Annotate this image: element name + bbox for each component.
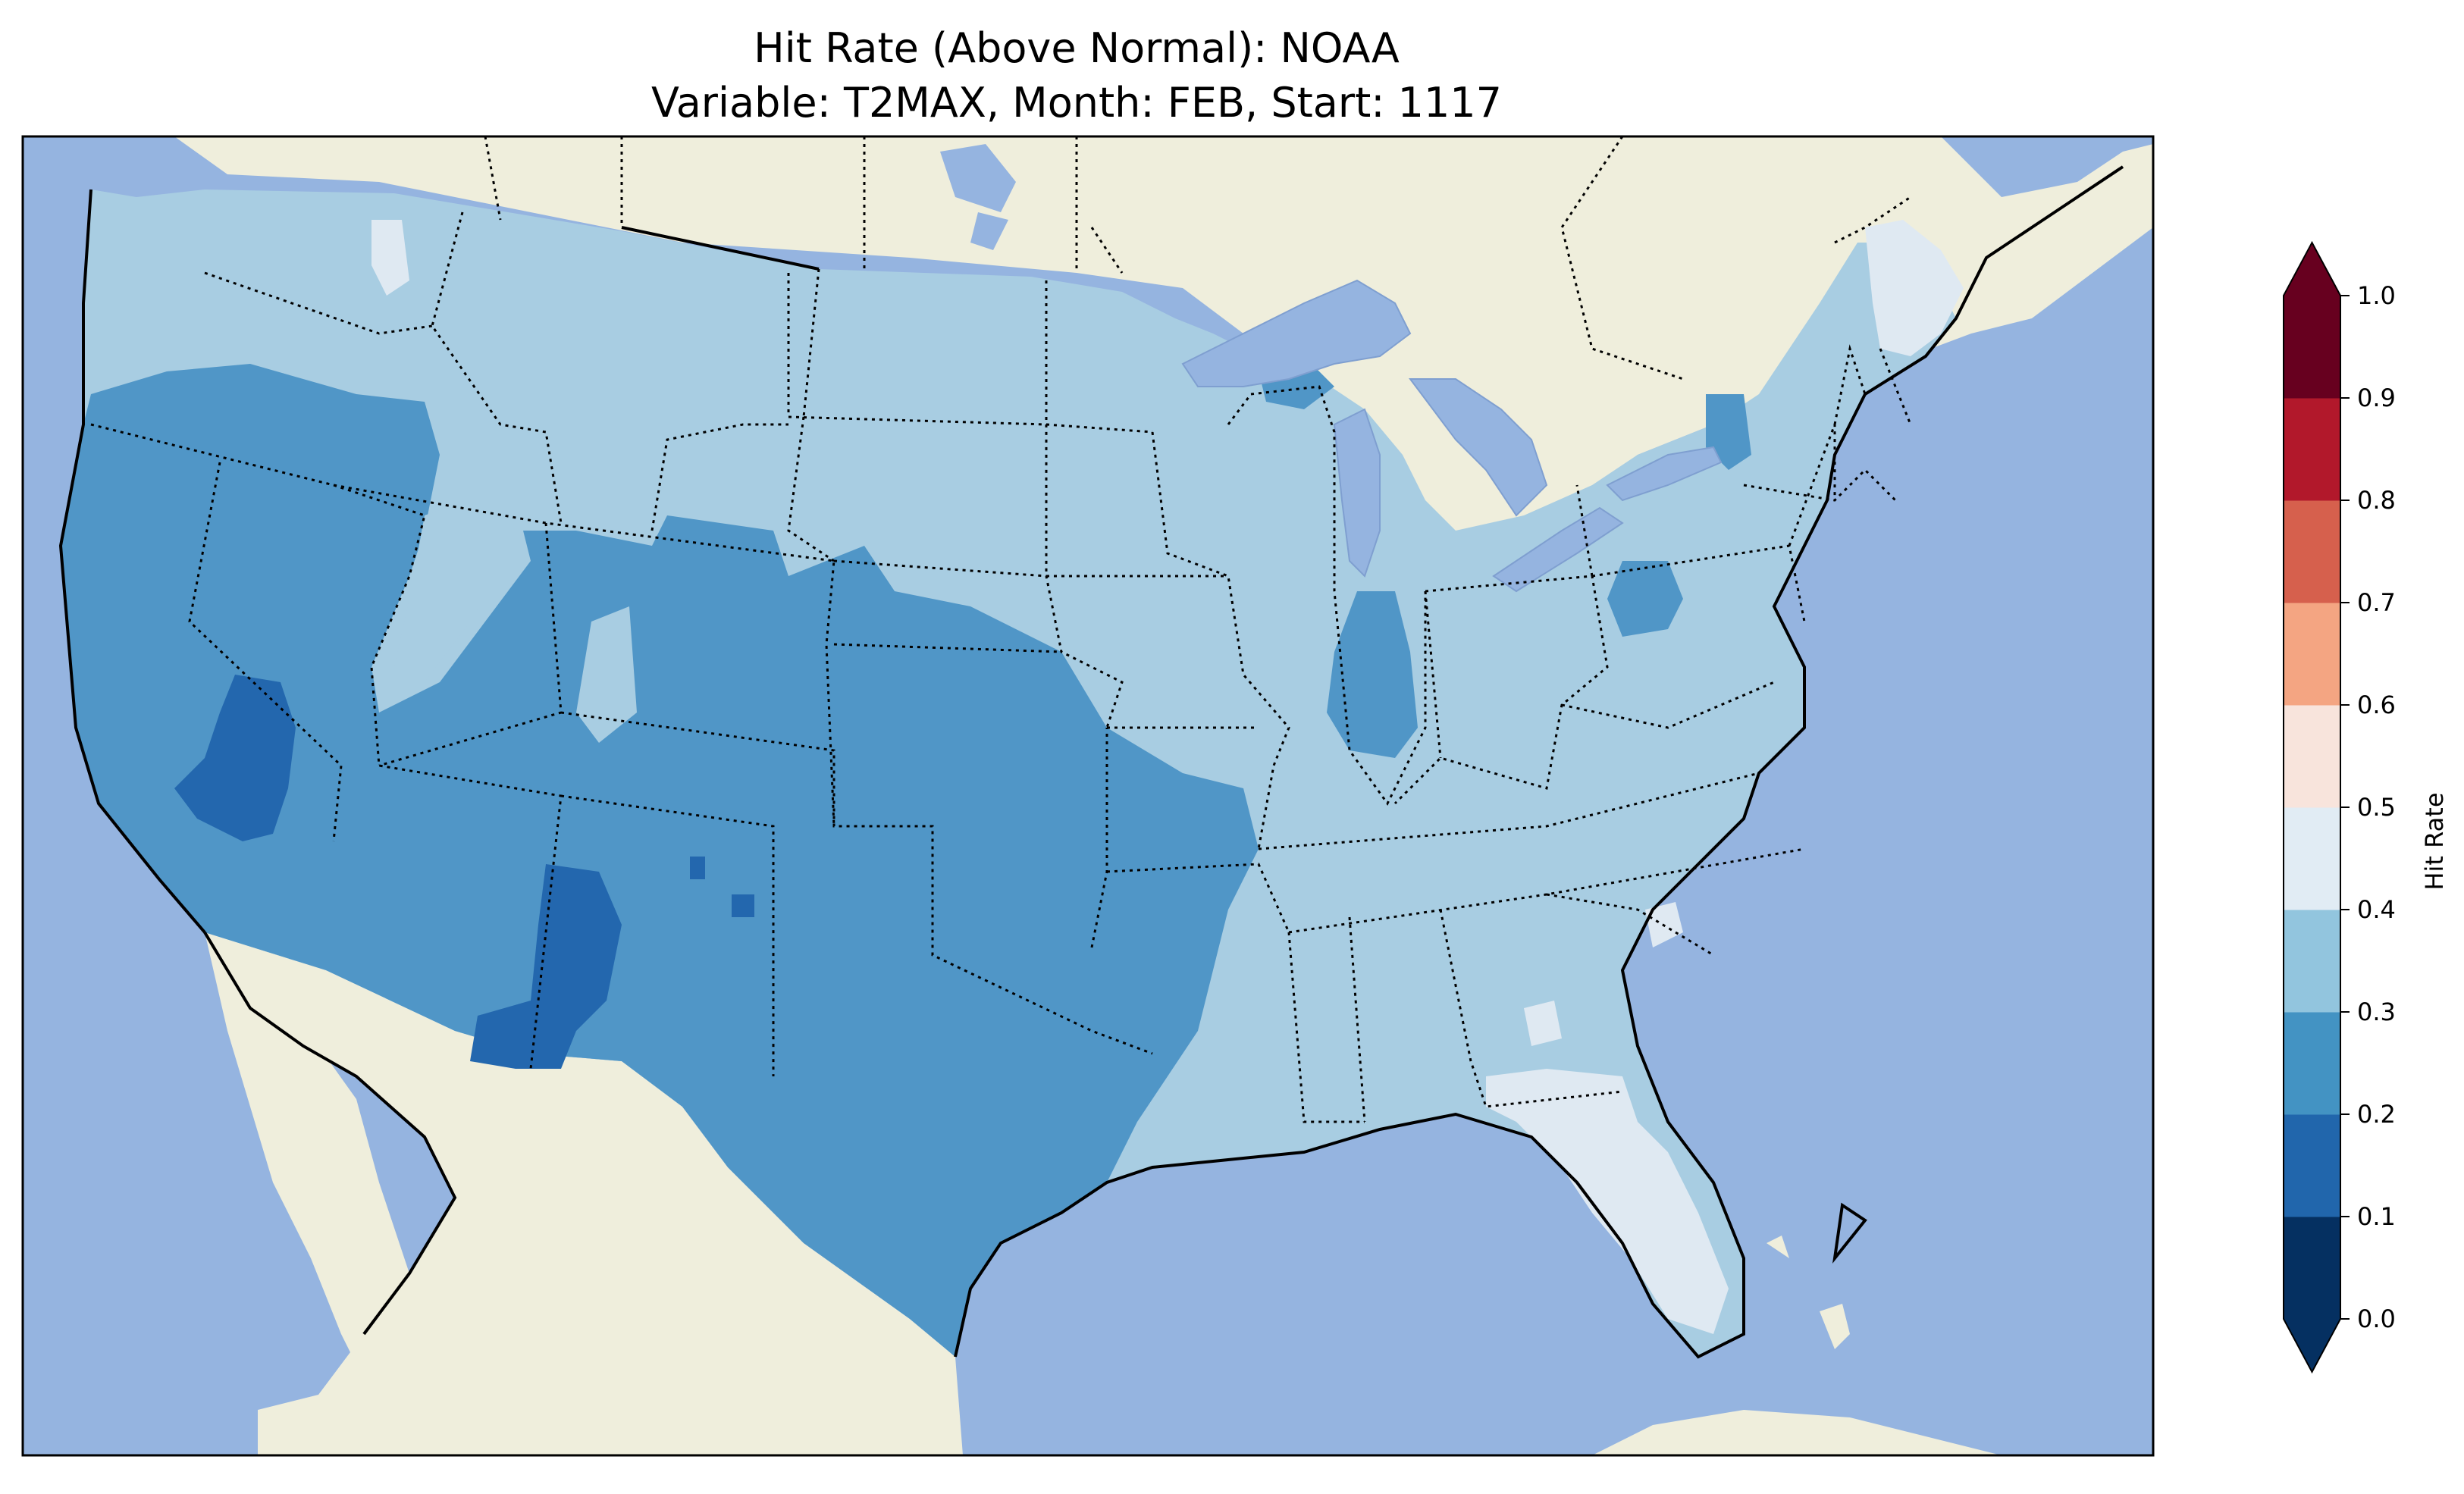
colorbar-tick-label: 0.3 [2357, 998, 2396, 1026]
colorbar-segment [2284, 1114, 2340, 1217]
title-line-1: Hit Rate (Above Normal): NOAA [754, 24, 1400, 72]
colorbar-segment [2284, 807, 2340, 910]
state-borders [90, 136, 1912, 1123]
bahamas-land [1766, 1236, 1850, 1349]
region-0.3-0.4-utah [394, 493, 637, 743]
colorbar-segment [2284, 500, 2340, 603]
colorbar-tick-label: 0.1 [2357, 1202, 2396, 1231]
colorbar-tick-label: 1.0 [2357, 281, 2396, 310]
baja-land [205, 932, 425, 1410]
colorbar-over-extend [2284, 243, 2340, 296]
region-0.4-0.5-sc [1524, 902, 1683, 1046]
region-0.4-0.5-idaho [371, 220, 409, 296]
colorbar-tick-label: 0.6 [2357, 691, 2396, 719]
colorbar-tick-label: 0.7 [2357, 588, 2396, 617]
region-0.1-0.2-nm-spot [690, 857, 754, 917]
coastlines [58, 165, 2124, 1359]
colorbar-segment [2284, 1012, 2340, 1115]
colorbar-segment [2284, 1217, 2340, 1320]
colorbar-segment [2284, 705, 2340, 808]
title-line-2: Variable: T2MAX, Month: FEB, Start: 1117 [650, 79, 1503, 127]
colorbar-segment [2284, 398, 2340, 501]
region-0.2-0.3-west [61, 364, 1259, 1357]
canada-land [174, 136, 2153, 591]
region-0.1-0.2-new-mexico [470, 864, 622, 1069]
region-0.4-0.5-florida [1486, 1069, 1729, 1334]
colorbar-tick-label: 0.4 [2357, 895, 2396, 924]
canada-lakes [940, 144, 1016, 250]
great-lakes [1181, 279, 1723, 593]
colorbar-tick-label: 0.9 [2357, 384, 2396, 412]
colorbar-segment [2284, 296, 2340, 399]
region-0.4-0.5-maine [1865, 220, 1964, 356]
colorbar-label: Hit Rate [2420, 792, 2449, 890]
colorbar-tick-label: 0.2 [2357, 1100, 2396, 1129]
colorbar-segment [2284, 603, 2340, 706]
cuba-land [1592, 1410, 2002, 1455]
colorbar-under-extend [2284, 1319, 2340, 1372]
region-0.1-0.2-california [174, 675, 296, 841]
region-0.2-0.3-pennsylvania [1607, 561, 1683, 637]
map-frame [21, 135, 2155, 1457]
chart-title: Hit Rate (Above Normal): NOAA Variable: … [0, 21, 2153, 130]
colorbar-segment [2284, 910, 2340, 1013]
region-0.2-0.3-new-york [1706, 394, 1751, 470]
region-0.2-0.3-illinois [1327, 591, 1418, 758]
colorbar-tick-label: 0.0 [2357, 1305, 2396, 1333]
colorbar-tick-label: 0.8 [2357, 486, 2396, 515]
colorbar-tick-label: 0.5 [2357, 793, 2396, 822]
